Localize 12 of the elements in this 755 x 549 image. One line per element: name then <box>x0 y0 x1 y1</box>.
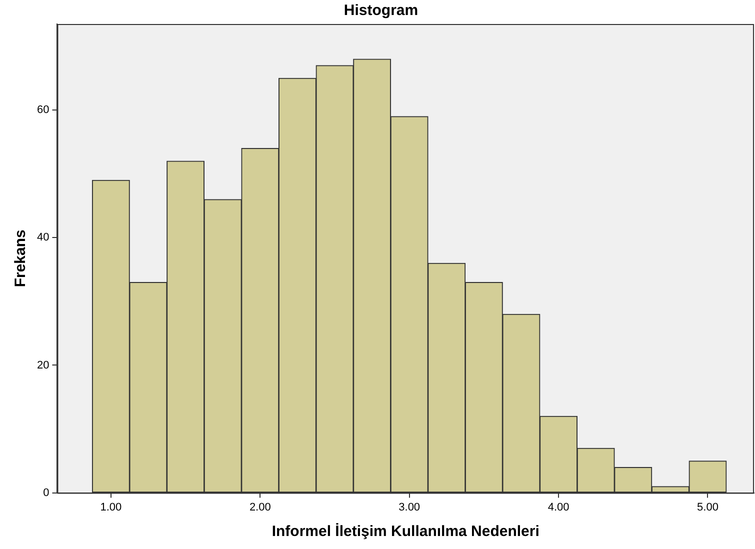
y-tick-label: 60 <box>36 104 50 116</box>
x-tick-label: 4.00 <box>548 501 570 514</box>
y-tick-label: 20 <box>36 359 50 372</box>
x-axis-title: Informel İletişim Kullanılma Nedenleri <box>272 523 540 540</box>
y-axis-title: Frekans <box>12 230 30 288</box>
y-tick-label: 0 <box>43 486 50 499</box>
x-tick-label: 5.00 <box>697 501 718 514</box>
x-tick-label: 3.00 <box>398 501 420 514</box>
x-tick-label: 2.00 <box>249 501 271 514</box>
x-tick-label: 1.00 <box>100 501 122 514</box>
chart-title: Histogram <box>344 2 418 20</box>
y-tick-label: 40 <box>36 232 50 244</box>
